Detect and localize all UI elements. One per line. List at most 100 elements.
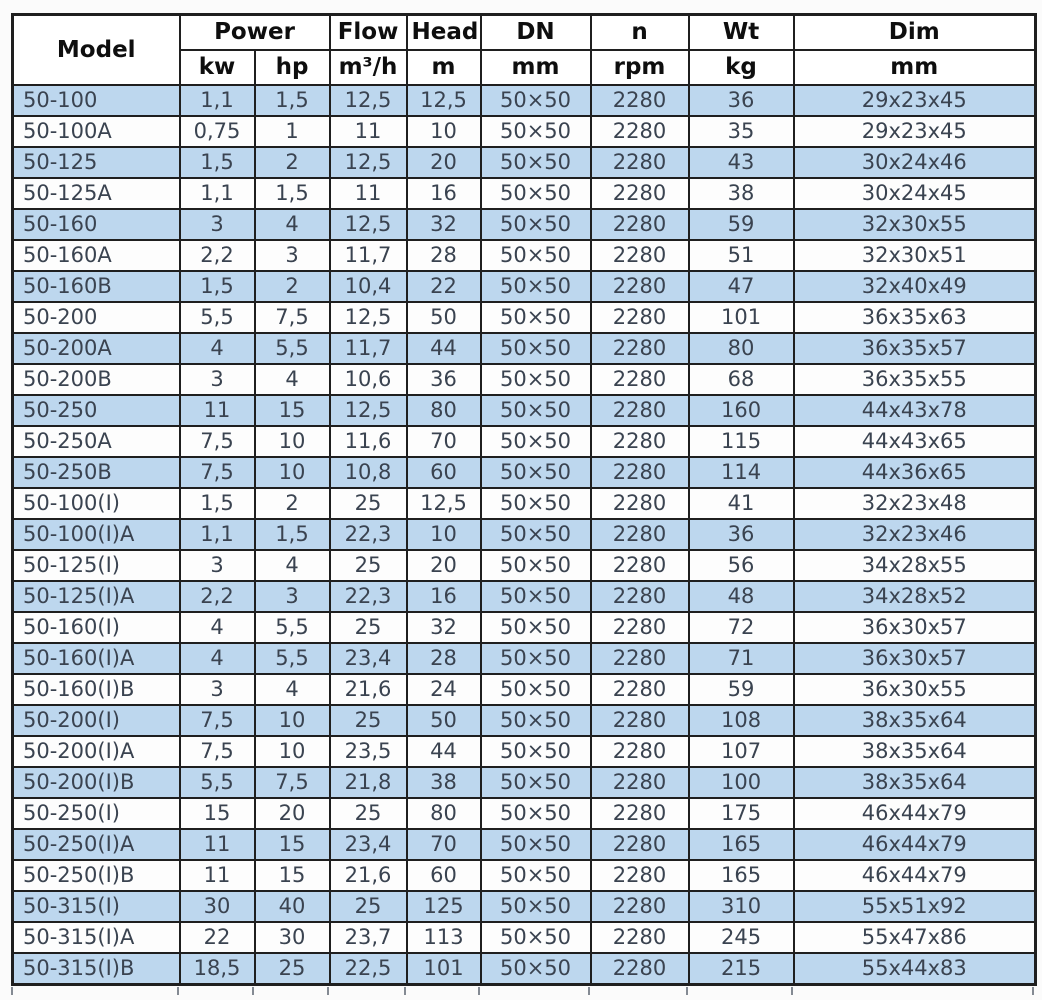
header-row-groups: Model Power Flow Head DN n Wt Dim	[11, 13, 1037, 86]
table-cell: 28	[405, 238, 482, 272]
table-cell: 165	[687, 827, 795, 861]
table-cell: 60	[405, 455, 482, 489]
table-cell: 50×50	[479, 238, 592, 272]
table-cell: 245	[687, 920, 795, 954]
table-cell: 113	[405, 920, 482, 954]
table-cell: 21,8	[328, 765, 408, 799]
table-cell: 3	[178, 548, 256, 582]
table-cell: 10	[253, 703, 331, 737]
gridline-stub	[791, 987, 793, 995]
table-row: 50-315(I)B 18,5 25 22,5 101 50×50 2280 215 55x44…	[11, 951, 1037, 985]
table-cell: 4	[253, 207, 331, 241]
table-cell: 5,5	[178, 300, 256, 334]
gridline-stub	[686, 987, 688, 995]
table-cell: 12,5	[405, 83, 482, 117]
table-cell: 2280	[589, 765, 690, 799]
table-cell: 2280	[589, 393, 690, 427]
table-cell: 50×50	[479, 83, 592, 117]
table-cell: 15	[253, 393, 331, 427]
table-cell: 4	[253, 672, 331, 706]
table-cell: 0,75	[178, 114, 256, 148]
table-cell: 50	[405, 300, 482, 334]
column-header-dim: Dim	[792, 13, 1037, 51]
table-cell: 215	[687, 951, 795, 985]
model-cell: 50-125A	[11, 176, 181, 210]
table-cell: 50×50	[479, 393, 592, 427]
table-cell: 50×50	[479, 548, 592, 582]
table-cell: 38	[687, 176, 795, 210]
table-cell: 50×50	[479, 765, 592, 799]
table-cell: 32x30x55	[792, 207, 1037, 241]
table-cell: 11	[328, 114, 408, 148]
table-cell: 7,5	[178, 703, 256, 737]
table-cell: 38x35x64	[792, 734, 1037, 768]
table-row: 50-250 11 15 12,5 80 50×50 2280 160 44x43x78	[11, 393, 1037, 427]
table-cell: 165	[687, 858, 795, 892]
table-row: 50-315(I)A 22 30 23,7 113 50×50 2280 245 55x47x8…	[11, 920, 1037, 954]
table-cell: 80	[405, 796, 482, 830]
table-cell: 50×50	[479, 796, 592, 830]
table-cell: 21,6	[328, 672, 408, 706]
table-row: 50-250(I)B 11 15 21,6 60 50×50 2280 165 46x44x79	[11, 858, 1037, 892]
gridline-stub	[404, 987, 406, 995]
table-cell: 36x30x57	[792, 610, 1037, 644]
model-cell: 50-315(I)A	[11, 920, 181, 954]
table-cell: 114	[687, 455, 795, 489]
table-cell: 25	[328, 486, 408, 520]
table-cell: 50×50	[479, 610, 592, 644]
table-cell: 15	[253, 827, 331, 861]
table-cell: 3	[178, 362, 256, 396]
table-cell: 11	[178, 827, 256, 861]
table-cell: 3	[253, 579, 331, 613]
table-cell: 15	[178, 796, 256, 830]
model-cell: 50-250(I)	[11, 796, 181, 830]
table-cell: 22	[405, 269, 482, 303]
table-cell: 68	[687, 362, 795, 396]
unit-header-wt: kg	[687, 48, 795, 86]
model-cell: 50-200B	[11, 362, 181, 396]
table-cell: 50×50	[479, 641, 592, 675]
gridline-stub	[11, 987, 13, 995]
table-cell: 34x28x55	[792, 548, 1037, 582]
column-header-head: Head	[405, 13, 482, 51]
table-cell: 50×50	[479, 176, 592, 210]
table-cell: 28	[405, 641, 482, 675]
table-cell: 2280	[589, 331, 690, 365]
table-cell: 11	[328, 176, 408, 210]
table-row: 50-200(I)A 7,5 10 23,5 44 50×50 2280 107 38x35x6…	[11, 734, 1037, 768]
table-cell: 1,5	[178, 145, 256, 179]
table-cell: 36x30x55	[792, 672, 1037, 706]
table-cell: 2	[253, 145, 331, 179]
table-row: 50-200A 4 5,5 11,7 44 50×50 2280 80 36x35x57	[11, 331, 1037, 365]
table-cell: 70	[405, 424, 482, 458]
table-cell: 2280	[589, 579, 690, 613]
table-cell: 32	[405, 610, 482, 644]
table-cell: 25	[328, 703, 408, 737]
table-cell: 21,6	[328, 858, 408, 892]
table-cell: 12,5	[405, 486, 482, 520]
table-cell: 30	[178, 889, 256, 923]
table-cell: 50×50	[479, 579, 592, 613]
table-row: 50-200(I) 7,5 10 25 50 50×50 2280 108 38x35x64	[11, 703, 1037, 737]
table-cell: 32x40x49	[792, 269, 1037, 303]
table-cell: 50×50	[479, 300, 592, 334]
table-cell: 36	[687, 517, 795, 551]
table-cell: 7,5	[253, 300, 331, 334]
model-cell: 50-160A	[11, 238, 181, 272]
table-cell: 10	[253, 424, 331, 458]
table-cell: 50×50	[479, 517, 592, 551]
table-cell: 46x44x79	[792, 827, 1037, 861]
table-row: 50-100 1,1 1,5 12,5 12,5 50×50 2280 36 29x23x45	[11, 83, 1037, 117]
table-row: 50-200 5,5 7,5 12,5 50 50×50 2280 101 36x35x63	[11, 300, 1037, 334]
table-cell: 36x35x57	[792, 331, 1037, 365]
table-cell: 2280	[589, 827, 690, 861]
table-cell: 30	[253, 920, 331, 954]
table-cell: 12,5	[328, 300, 408, 334]
table-row: 50-250(I)A 11 15 23,4 70 50×50 2280 165 46x44x79	[11, 827, 1037, 861]
table-cell: 36x30x57	[792, 641, 1037, 675]
table-cell: 50×50	[479, 889, 592, 923]
table-cell: 2280	[589, 269, 690, 303]
column-header-model: Model	[11, 13, 181, 86]
table-cell: 50×50	[479, 858, 592, 892]
gridline-stub	[177, 987, 179, 995]
